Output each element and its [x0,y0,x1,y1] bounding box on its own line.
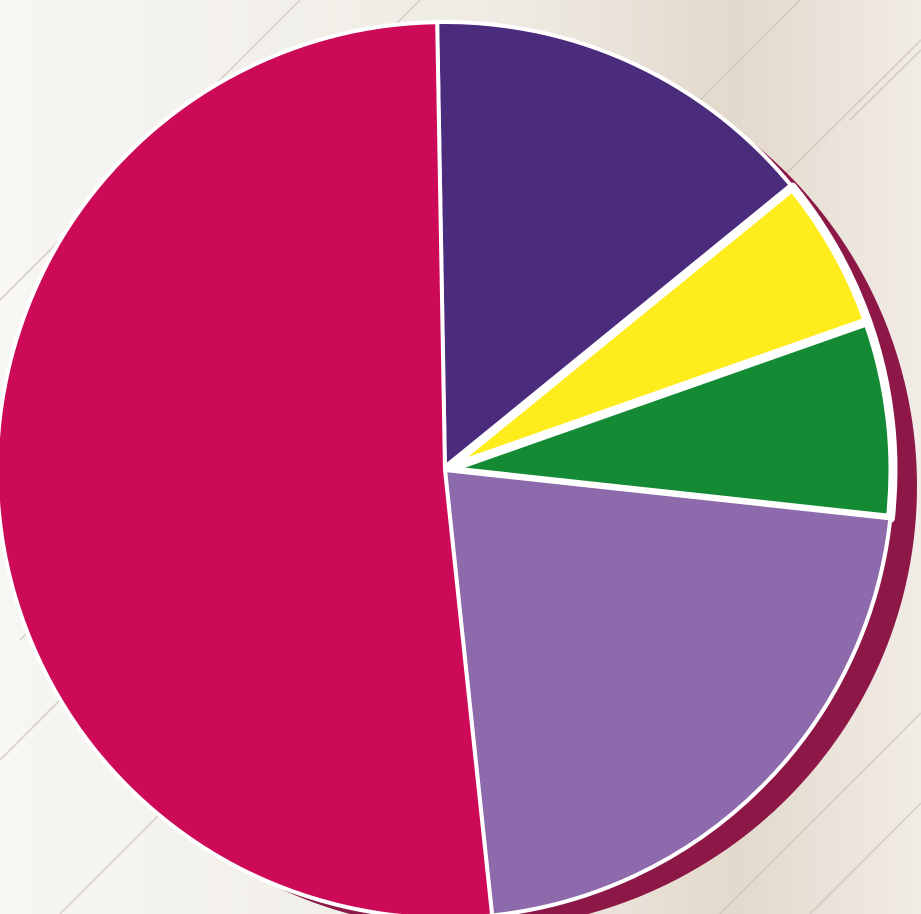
pie-slices [0,20,898,914]
pie-slice-3 [440,316,898,523]
pie-slice-1 [435,20,795,472]
pie-slice-5 [0,20,494,914]
pie-slice-4 [443,468,893,914]
